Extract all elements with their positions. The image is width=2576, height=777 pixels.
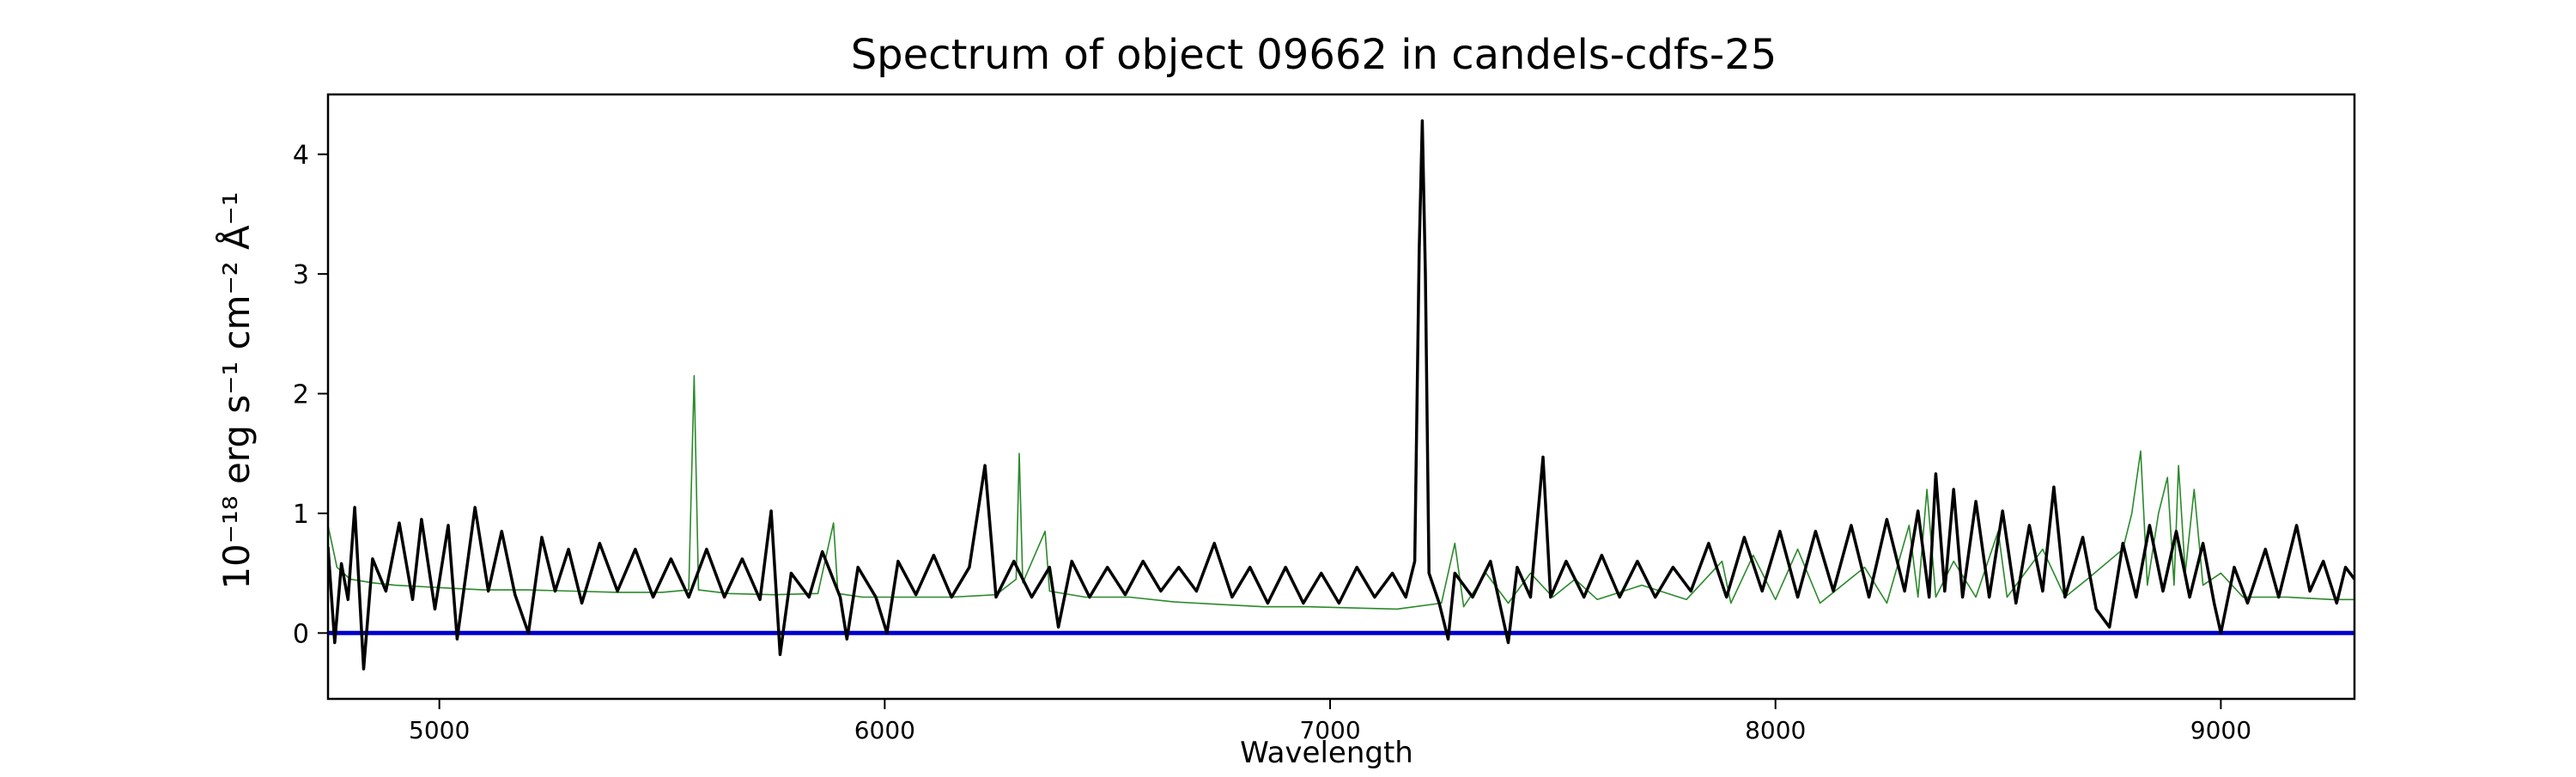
x-tick-label: 9000 xyxy=(2190,716,2251,744)
y-tick-label: 0 xyxy=(293,619,309,649)
series-line-flux xyxy=(328,118,2354,671)
x-axis: 5000 6000 7000 8000 9000 xyxy=(409,699,2251,744)
x-tick-label: 6000 xyxy=(854,716,915,744)
y-tick-label: 1 xyxy=(293,500,309,530)
y-tick-label: 2 xyxy=(293,380,309,410)
plot-frame xyxy=(326,93,2356,701)
y-tick-label: 4 xyxy=(293,141,309,171)
x-tick-label: 7000 xyxy=(1299,716,1360,744)
x-tick-label: 8000 xyxy=(1745,716,1806,744)
x-tick-label: 5000 xyxy=(409,716,470,744)
y-axis: 0 1 2 3 4 xyxy=(293,141,328,649)
y-axis-label: 10⁻¹⁸ erg s⁻¹ cm⁻² Å⁻¹ xyxy=(215,191,258,589)
x-axis-label: Wavelength xyxy=(1240,736,1413,770)
series-line-error xyxy=(328,374,2354,610)
y-tick-label: 3 xyxy=(293,260,309,290)
plot-area xyxy=(328,118,2354,671)
chart-title: Spectrum of object 09662 in candels-cdfs… xyxy=(851,31,1777,79)
